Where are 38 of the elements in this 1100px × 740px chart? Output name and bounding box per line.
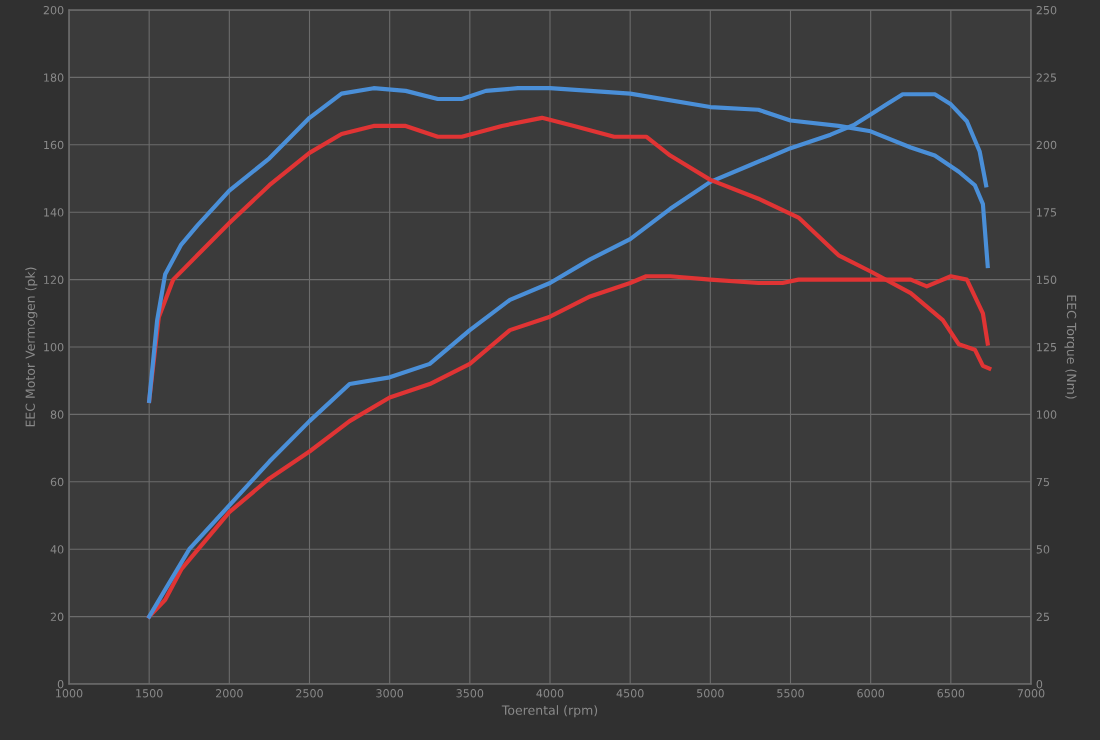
x-tick-label: 1500 xyxy=(136,689,163,698)
y-tick-label: 20 xyxy=(50,612,64,621)
x-tick-label: 2500 xyxy=(296,689,323,698)
y2-tick-label: 0 xyxy=(1036,679,1043,689)
y2-tick-label: 200 xyxy=(1036,140,1057,150)
y-tick-label: 100 xyxy=(44,342,64,352)
y2-tick-label: 125 xyxy=(1037,342,1057,352)
y-tick-label: 160 xyxy=(44,140,64,150)
y2-tick-label: 75 xyxy=(1036,477,1050,487)
y-tick-label: 40 xyxy=(50,545,64,554)
y-axis-title: EEC Motor Vermogen (pk) xyxy=(25,267,38,427)
y2-axis-title: EEC Torque (Nm) xyxy=(1064,295,1077,399)
x-tick-label: 2000 xyxy=(216,689,243,698)
x-tick-label: 7000 xyxy=(1017,689,1045,698)
x-tick-label: 5000 xyxy=(697,689,724,698)
y2-tick-label: 250 xyxy=(1036,5,1057,15)
y-tick-label: 140 xyxy=(44,208,64,217)
x-tick-label: 5500 xyxy=(777,689,804,698)
y-tick-label: 120 xyxy=(44,275,64,284)
y-tick-label: 80 xyxy=(50,410,64,419)
y-tick-label: 200 xyxy=(43,5,64,15)
y2-tick-label: 150 xyxy=(1037,275,1057,284)
x-tick-label: 1000 xyxy=(56,689,83,698)
y2-tick-label: 50 xyxy=(1036,545,1050,554)
y-tick-label: 180 xyxy=(44,73,64,82)
y-tick-label: 60 xyxy=(50,477,64,487)
x-tick-label: 4000 xyxy=(536,689,564,698)
x-tick-label: 6500 xyxy=(937,689,965,698)
y2-tick-label: 225 xyxy=(1036,73,1057,82)
x-tick-label: 4500 xyxy=(616,689,644,698)
y2-tick-label: 25 xyxy=(1036,612,1050,621)
x-tick-label: 3500 xyxy=(456,689,484,698)
x-tick-label: 3000 xyxy=(376,689,404,698)
x-tick-label: 6000 xyxy=(857,689,885,698)
x-axis-title: Toerental (rpm) xyxy=(501,705,598,718)
y2-tick-label: 175 xyxy=(1037,208,1057,217)
y2-tick-label: 100 xyxy=(1037,410,1057,419)
y-tick-label: 0 xyxy=(57,679,64,689)
